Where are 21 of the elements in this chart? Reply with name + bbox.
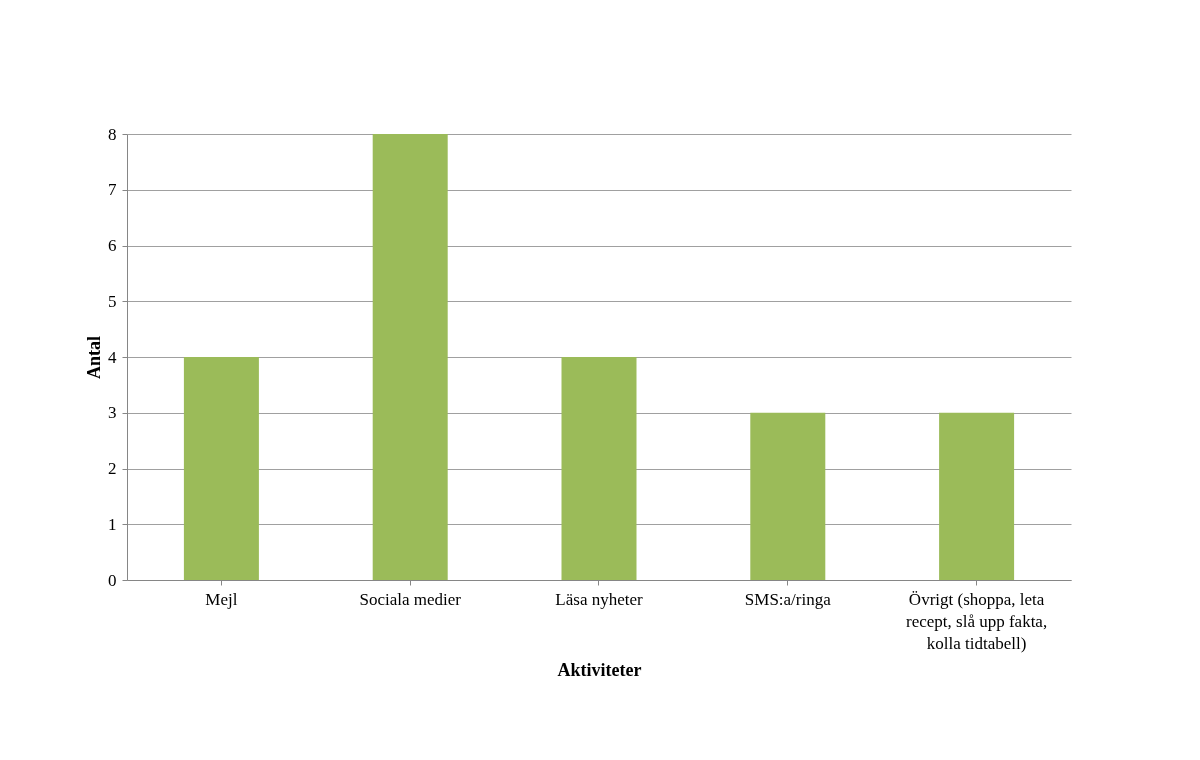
x-tick-label: Läsa nyheter [555, 589, 643, 609]
y-tick-label: 3 [108, 403, 117, 423]
x-tick-label: SMS:a/ringa [744, 589, 832, 609]
x-tick-label: Sociala medier [359, 589, 462, 609]
x-axis-title: Aktiviteter [557, 659, 642, 680]
y-axis-title: Antal [84, 335, 104, 380]
y-tick-label: 6 [108, 236, 117, 255]
x-tick-label: Mejl [205, 589, 238, 609]
y-tick-label: 1 [108, 514, 117, 534]
y-tick-label: 5 [108, 291, 117, 311]
bar [939, 412, 1015, 580]
bar [183, 357, 259, 580]
bar [561, 357, 637, 580]
y-tick-label: 4 [108, 347, 117, 367]
bar [372, 134, 448, 580]
y-tick-label: 0 [108, 570, 117, 590]
y-tick-label: 2 [108, 459, 117, 478]
x-tick-label: Övrigt (shoppa, leta recept, slå upp fakta, kolla tidtabell) [906, 589, 1048, 653]
bar [750, 412, 826, 580]
y-tick-label: 7 [108, 180, 117, 200]
y-tick-label: 8 [108, 124, 117, 144]
